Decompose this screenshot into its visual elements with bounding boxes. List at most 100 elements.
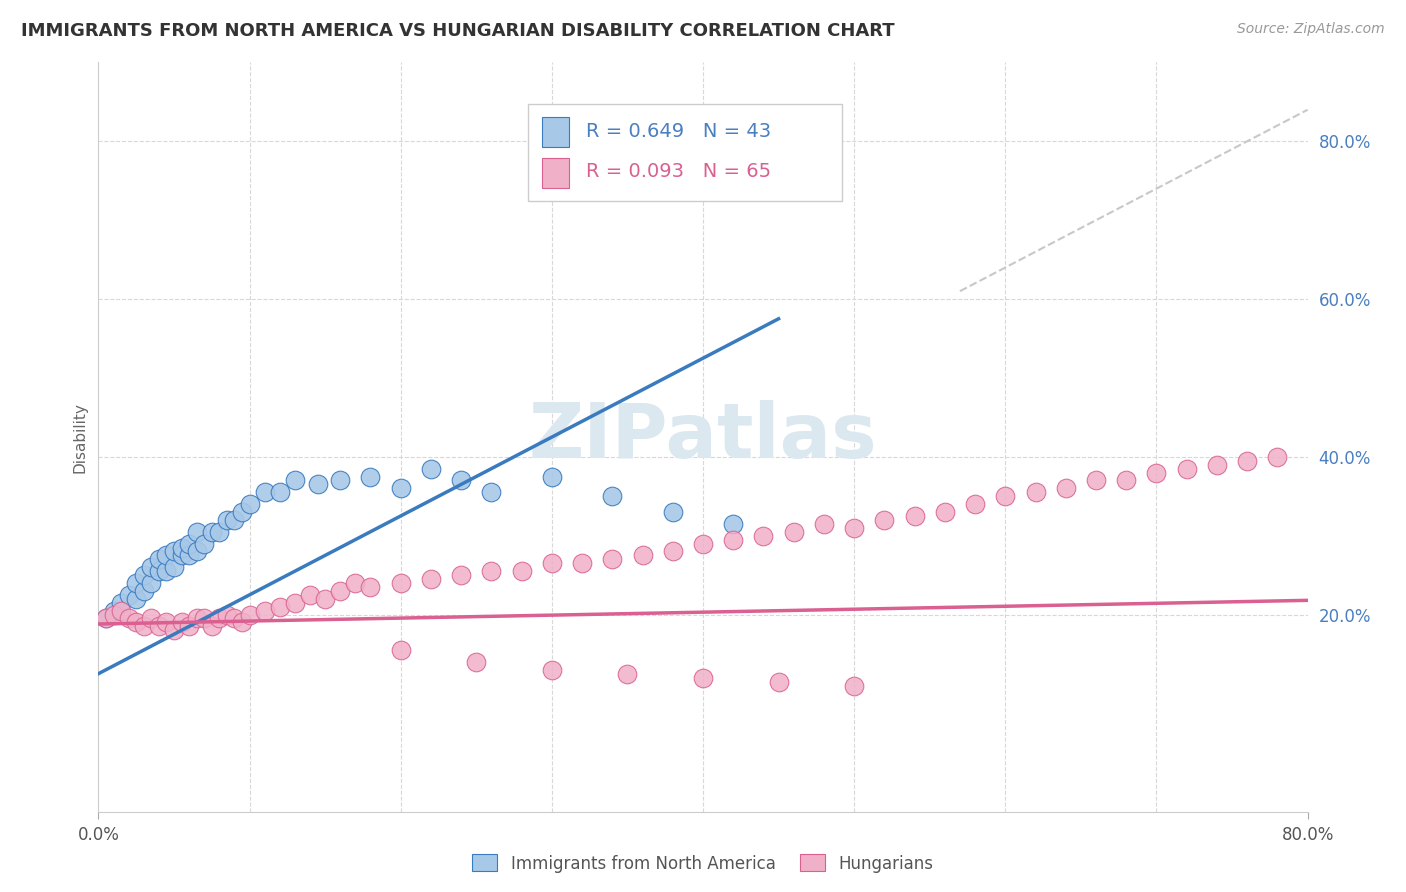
Point [201,524,224,539]
Point [284,596,307,610]
Point [314,591,336,606]
Point [125,576,148,591]
Point [873,513,896,527]
Point [253,604,276,618]
Point [94,611,117,625]
Point [231,505,253,519]
Legend: Immigrants from North America, Hungarians: Immigrants from North America, Hungarian… [465,847,941,880]
Point [148,552,170,566]
Point [170,615,193,630]
Point [201,619,224,633]
Point [934,505,956,519]
Text: R = 0.649   N = 43: R = 0.649 N = 43 [586,122,770,141]
Point [307,477,329,491]
Point [661,505,683,519]
Point [768,674,790,689]
Point [540,556,562,570]
Point [1085,474,1108,488]
FancyBboxPatch shape [527,103,842,201]
Point [994,489,1017,503]
Point [163,560,186,574]
Point [179,619,201,633]
Point [148,619,170,633]
Point [1054,481,1077,495]
Point [481,564,503,578]
Point [692,536,714,550]
Point [125,591,148,606]
Point [360,580,382,594]
Point [132,583,155,598]
Point [661,544,683,558]
Point [193,536,215,550]
Point [1236,454,1258,468]
Point [510,564,533,578]
Point [224,611,246,625]
Point [179,549,201,563]
Point [783,524,806,539]
Point [110,604,132,618]
Point [389,643,412,657]
Point [125,615,148,630]
Point [141,611,163,625]
Y-axis label: Disability: Disability [72,401,87,473]
Point [344,576,367,591]
Point [360,469,382,483]
Text: IMMIGRANTS FROM NORTH AMERICA VS HUNGARIAN DISABILITY CORRELATION CHART: IMMIGRANTS FROM NORTH AMERICA VS HUNGARI… [21,22,894,40]
Point [132,619,155,633]
Point [269,485,291,500]
Point [208,611,231,625]
Point [450,568,472,582]
Point [269,599,291,614]
Point [239,497,262,511]
Text: Source: ZipAtlas.com: Source: ZipAtlas.com [1237,22,1385,37]
Point [904,508,927,523]
Point [450,474,472,488]
Point [389,481,412,495]
Point [602,552,624,566]
Point [118,588,141,602]
Point [1115,474,1137,488]
Point [208,524,231,539]
Point [1024,485,1046,500]
Point [329,583,352,598]
Point [723,516,745,531]
Point [1175,461,1198,475]
Point [224,513,246,527]
Point [420,461,443,475]
Point [215,607,238,622]
Bar [543,117,569,147]
Point [163,624,186,638]
Point [231,615,253,630]
Point [692,671,714,685]
Point [1267,450,1289,464]
Text: ZIPatlas: ZIPatlas [529,401,877,474]
Point [163,544,186,558]
Point [110,596,132,610]
Point [253,485,276,500]
Point [465,655,488,669]
Point [1206,458,1229,472]
Point [616,666,638,681]
Point [148,564,170,578]
Point [170,549,193,563]
Point [141,576,163,591]
Point [155,615,177,630]
Point [723,533,745,547]
Point [141,560,163,574]
Point [186,524,208,539]
Point [844,679,866,693]
Point [571,556,593,570]
Point [1144,466,1167,480]
Point [155,549,177,563]
Point [965,497,987,511]
Bar [543,158,569,187]
Point [540,469,562,483]
Point [103,607,125,622]
Text: R = 0.093   N = 65: R = 0.093 N = 65 [586,161,770,180]
Point [193,611,215,625]
Point [186,611,208,625]
Point [155,564,177,578]
Point [179,536,201,550]
Point [299,588,322,602]
Point [329,474,352,488]
